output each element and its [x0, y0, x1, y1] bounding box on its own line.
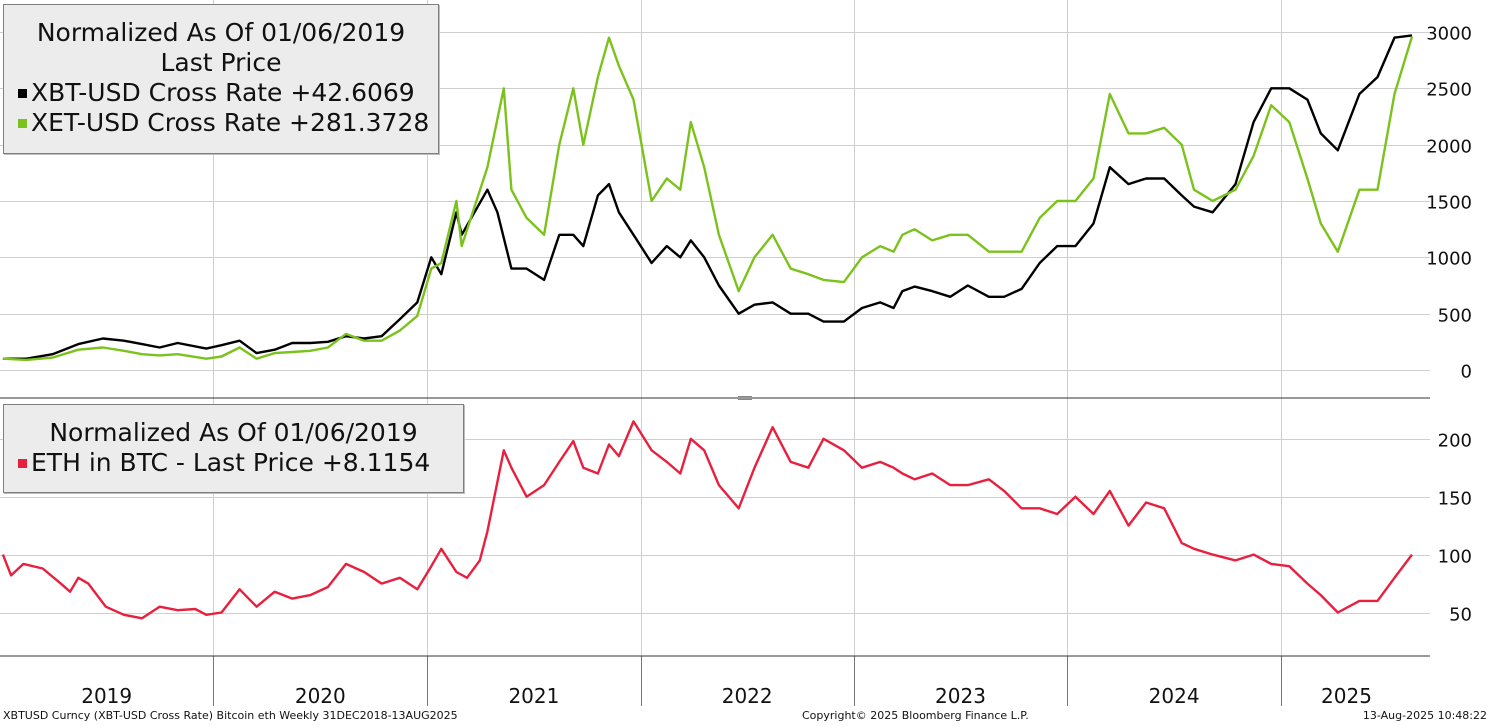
top-y-tick-3000: 3000 — [1426, 24, 1472, 45]
bottom-y-tick-200: 200 — [1438, 431, 1472, 452]
legend-entry-xet: XET-USD Cross Rate +281.3728 — [4, 108, 438, 138]
x-tick-2022: 2022 — [722, 684, 773, 708]
top-legend-subtitle: Last Price — [160, 48, 282, 77]
footer-source: XBTUSD Curncy (XBT-USD Cross Rate) Bitco… — [3, 709, 458, 722]
top-y-tick-0: 0 — [1461, 362, 1472, 383]
legend-entry-xbt: XBT-USD Cross Rate +42.6069 — [4, 78, 438, 108]
top-y-tick-2500: 2500 — [1426, 80, 1472, 101]
legend-swatch-xbt — [18, 89, 27, 98]
footer-copyright: Copyright© 2025 Bloomberg Finance L.P. — [802, 709, 1029, 722]
footer-timestamp: 13-Aug-2025 10:48:22 — [1362, 709, 1487, 722]
bottom-y-tick-100: 100 — [1438, 547, 1472, 568]
bottom-panel-series — [1, 420, 1413, 620]
top-y-tick-1500: 1500 — [1426, 193, 1472, 214]
legend-swatch-xet — [18, 119, 27, 128]
x-tick-2025: 2025 — [1321, 684, 1372, 708]
top-y-tick-1000: 1000 — [1426, 249, 1472, 270]
bottom-legend: Normalized As Of 01/06/2019 ETH in BTC -… — [3, 404, 464, 493]
bottom-series-0-line — [1, 420, 1413, 620]
x-tick-2019: 2019 — [81, 684, 132, 708]
top-legend: Normalized As Of 01/06/2019 Last Price X… — [3, 4, 439, 154]
x-tick-2023: 2023 — [935, 684, 986, 708]
bottom-y-tick-150: 150 — [1438, 489, 1472, 510]
top-panel-y-tick-labels: 0 500 1000 1500 2000 2500 3000 — [1426, 24, 1472, 383]
legend-label-xet: XET-USD Cross Rate +281.3728 — [31, 108, 430, 137]
bottom-y-tick-50: 50 — [1449, 605, 1472, 626]
top-panel-series — [2, 34, 1414, 362]
top-series-1-line — [2, 36, 1414, 362]
x-tick-2021: 2021 — [508, 684, 559, 708]
legend-entry-eth-btc: ETH in BTC - Last Price +8.1154 — [4, 448, 463, 478]
legend-label-eth-btc: ETH in BTC - Last Price +8.1154 — [31, 448, 431, 477]
top-y-tick-2000: 2000 — [1426, 137, 1472, 158]
x-axis-year-labels: 2019 2020 2021 2022 2023 2024 2025 — [81, 684, 1372, 708]
top-legend-title: Normalized As Of 01/06/2019 — [36, 18, 406, 47]
legend-label-xbt: XBT-USD Cross Rate +42.6069 — [31, 78, 415, 107]
x-tick-2024: 2024 — [1149, 684, 1200, 708]
panel-resize-handle[interactable] — [738, 396, 752, 400]
legend-swatch-eth-btc — [18, 459, 27, 468]
bottom-panel-y-tick-labels: 50 100 150 200 — [1438, 431, 1472, 626]
top-series-0-line — [2, 34, 1413, 360]
x-tick-2020: 2020 — [295, 684, 346, 708]
top-y-tick-500: 500 — [1438, 306, 1472, 327]
top-panel-gridlines — [0, 32, 1430, 371]
bottom-legend-title: Normalized As Of 01/06/2019 — [49, 418, 418, 447]
